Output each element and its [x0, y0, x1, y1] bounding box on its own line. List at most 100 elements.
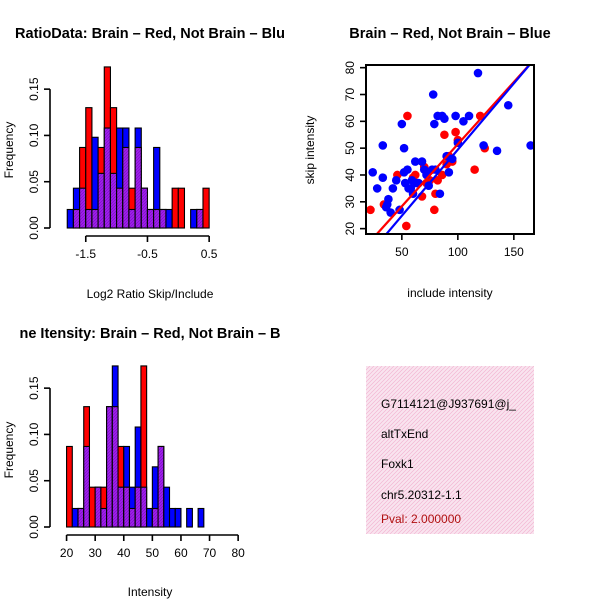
ratio-histogram-y-tick-label: 0.10 — [27, 123, 41, 147]
ratio-histogram-bar-overlap — [109, 172, 118, 229]
ratio-histogram-bar-overlap — [159, 208, 167, 229]
scatter-point-not-brain — [459, 117, 468, 126]
intensity-scatter: Brain – Red, Not Brain – Blue 50 100 150 20… — [303, 26, 551, 300]
intensity-histogram-bar-overlap — [111, 406, 119, 528]
intensity-histogram-x-tick-label: 60 — [174, 546, 188, 560]
intensity-histogram-bar-overlap — [157, 445, 165, 528]
ratio-histogram-xlabel: Log2 Ratio Skip/Include — [87, 287, 214, 301]
intensity-histogram-bar-brain — [88, 486, 96, 528]
scatter-point-not-brain — [386, 208, 395, 217]
scatter-point-not-brain — [384, 194, 393, 204]
intensity-scatter-y-tick-label: 30 — [343, 195, 357, 209]
intensity-scatter-y-tick-label: 20 — [343, 222, 357, 236]
scatter-point-not-brain — [372, 184, 382, 193]
scatter-point-not-brain — [399, 143, 409, 153]
scatter-point-not-brain — [388, 184, 398, 193]
ratio-histogram-bar-overlap — [97, 172, 105, 229]
ratio-histogram-bar-overlap — [79, 187, 87, 229]
intensity-scatter-title: Brain – Red, Not Brain – Blue — [349, 26, 550, 42]
scatter-point-not-brain — [503, 100, 513, 110]
intensity-histogram-bar-overlap — [123, 486, 131, 528]
scatter-point-brain — [366, 205, 375, 215]
scatter-point-not-brain — [451, 111, 460, 121]
scatter-point-brain — [437, 170, 447, 180]
scatter-point-not-brain — [368, 168, 378, 177]
scatter-point-brain — [403, 111, 412, 121]
intensity-scatter-x-tick-label: 50 — [395, 245, 409, 259]
scatter-point-not-brain — [378, 173, 388, 182]
ratio-histogram-bar-not-brain — [66, 208, 74, 229]
intensity-histogram-bar-overlap — [128, 507, 136, 528]
ratio-histogram-bar-overlap — [134, 146, 142, 229]
scatter-point-not-brain — [440, 114, 449, 123]
ratio-histogram-bar-overlap — [128, 208, 136, 229]
intensity-histogram-bar-overlap — [100, 507, 108, 528]
ratio-histogram-y-tick-label: 0.05 — [27, 170, 41, 194]
scatter-point-brain — [402, 221, 411, 231]
info-panel-event-type: altTxEnd — [381, 427, 428, 441]
intensity-histogram-bar-overlap — [151, 507, 159, 528]
intensity-histogram-bar-overlap — [134, 486, 142, 528]
intensity-histogram-bar-not-brain — [174, 507, 182, 528]
intensity-histogram-axes: 20 30 40 50 60 70 80 0.00 0.05 0.10 0.15 — [27, 376, 245, 560]
ratio-histogram: RatioData: Brain – Red, Not Brain – Blu … — [2, 26, 285, 301]
scatter-points-group — [366, 65, 534, 234]
scatter-point-not-brain — [378, 141, 388, 150]
ratio-histogram-bar-overlap — [122, 146, 130, 229]
ratio-histogram-bar-overlap — [153, 208, 161, 229]
info-panel-pval: Pval: 2.000000 — [381, 512, 461, 526]
intensity-histogram-y-tick-label: 0.10 — [27, 422, 41, 446]
intensity-scatter-y-tick-label: 50 — [343, 141, 357, 155]
ratio-histogram-bar-brain — [177, 187, 186, 229]
scatter-point-not-brain — [444, 168, 454, 177]
intensity-scatter-xlabel: include intensity — [407, 286, 492, 300]
intensity-scatter-y-tick-label: 70 — [343, 88, 357, 102]
intensity-histogram-bar-brain — [66, 445, 73, 528]
scatter-point-not-brain — [526, 141, 534, 150]
intensity-histogram-y-tick-label: 0.05 — [27, 469, 41, 493]
info-panel-gene: Foxk1 — [381, 457, 414, 471]
scatter-point-not-brain — [492, 146, 502, 156]
intensity-histogram-y-tick-label: 0.15 — [27, 376, 41, 400]
ratio-histogram-bar-overlap — [140, 187, 149, 229]
ratio-histogram-bar-overlap — [103, 127, 111, 229]
intensity-scatter-y-tick-label: 60 — [343, 114, 357, 128]
ratio-histogram-bar-overlap — [196, 208, 204, 229]
scatter-point-brain — [451, 127, 460, 137]
intensity-histogram-bar-not-brain — [71, 507, 79, 528]
info-panel-id: G7114121@J937691@j_ — [381, 397, 516, 411]
ratio-histogram-bar-overlap — [72, 208, 81, 229]
scatter-point-brain — [440, 130, 449, 140]
ratio-histogram-x-tick-label: -0.5 — [137, 247, 158, 261]
scatter-point-not-brain — [391, 176, 401, 185]
intensity-histogram-x-tick-label: 40 — [117, 546, 131, 560]
scatter-point-brain — [430, 205, 439, 215]
intensity-histogram-bars — [66, 365, 205, 528]
intensity-histogram-title: ne Itensity: Brain – Red, Not Brain – B — [19, 326, 280, 342]
scatter-point-not-brain — [428, 90, 438, 99]
intensity-histogram-y-tick-label: 0.00 — [27, 515, 41, 539]
ratio-histogram-bar-overlap — [91, 208, 99, 229]
intensity-histogram-bar-not-brain — [197, 507, 205, 528]
intensity-scatter-y-tick-label: 80 — [343, 61, 357, 75]
intensity-scatter-x-tick-label: 150 — [504, 245, 524, 259]
intensity-scatter-y-tick-label: 40 — [343, 168, 357, 182]
scatter-point-not-brain — [417, 157, 427, 166]
intensity-histogram-bar-not-brain — [186, 507, 193, 528]
intensity-histogram-bar-overlap — [94, 486, 102, 528]
ratio-histogram-axes: -1.5 -0.5 0.5 0.00 0.05 0.10 0.15 — [27, 77, 218, 261]
ratio-histogram-bar-not-brain — [165, 208, 173, 229]
intensity-histogram-x-tick-label: 30 — [88, 546, 102, 560]
ratio-histogram-title: RatioData: Brain – Red, Not Brain – Blu — [15, 26, 285, 42]
intensity-scatter-plot — [366, 65, 534, 234]
intensity-histogram-x-tick-label: 50 — [146, 546, 160, 560]
scatter-point-brain — [470, 165, 479, 174]
intensity-histogram-bar-not-brain — [163, 486, 171, 528]
ratio-histogram-bar-overlap — [85, 208, 93, 229]
intensity-histogram-bar-overlap — [83, 445, 91, 528]
intensity-histogram-x-tick-label: 80 — [231, 546, 245, 560]
ratio-histogram-ylabel: Frequency — [2, 122, 16, 179]
ratio-histogram-y-tick-label: 0.15 — [27, 77, 41, 101]
intensity-histogram: ne Itensity: Brain – Red, Not Brain – B … — [2, 326, 281, 599]
